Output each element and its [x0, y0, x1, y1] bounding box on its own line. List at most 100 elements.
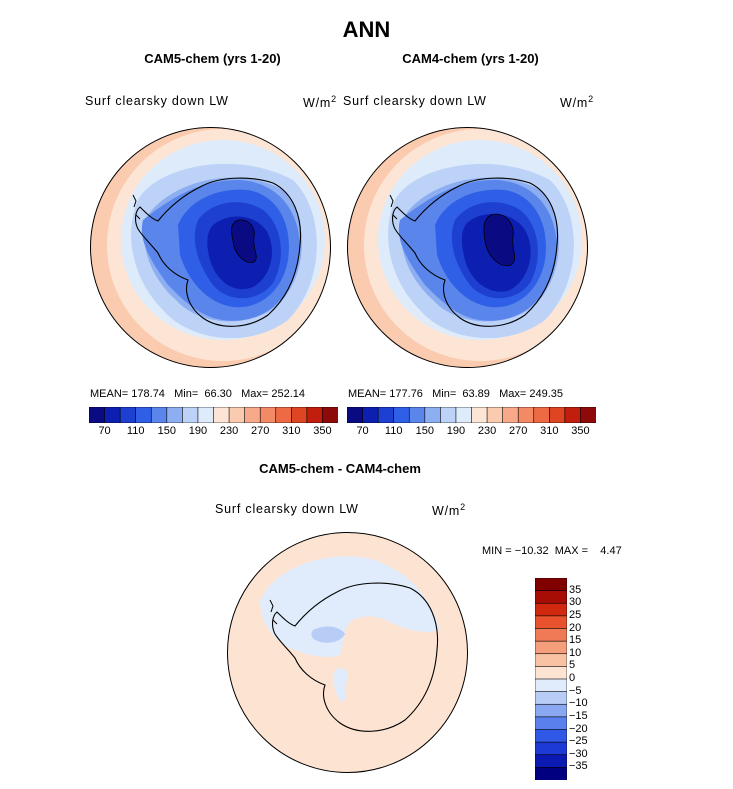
panel-2-colorbar-swatch	[517, 407, 535, 423]
panel-2-colorbar-swatch	[471, 407, 488, 423]
panel-1-colorbar-tick-label: 190	[188, 425, 208, 437]
panel-1-colorbar-swatch	[197, 407, 215, 423]
diff-colorbar-tick-label: −5	[569, 684, 582, 697]
diff-units-label: W/m2	[432, 502, 466, 519]
panel-1-max: 252.14	[271, 388, 306, 400]
diff-colorbar-tick-label: 5	[569, 659, 576, 672]
panel-1-field-70	[231, 219, 257, 263]
diff-colorbar	[535, 578, 567, 780]
diff-colorbar-tick-label: 20	[569, 621, 582, 634]
diff-colorbar-swatch	[535, 653, 567, 667]
panel-1-colorbar-tick-label: 270	[251, 425, 270, 437]
panel-1-colorbar-swatch	[275, 407, 292, 423]
diff-coastline	[272, 582, 439, 732]
panel-1-colorbar-swatch	[322, 407, 338, 423]
panel-2-colorbar-swatch	[549, 407, 566, 423]
panel-1-colorbar-tick-label: 310	[282, 425, 301, 437]
panel-2-map	[347, 127, 588, 368]
diff-colorbar-tick-label: 15	[569, 634, 582, 647]
diff-field-neg5-0-east	[389, 604, 435, 624]
diff-peninsula-islands	[269, 599, 278, 625]
diff-colorbar-ticks: 35 30 25 20 15 10 5 0 −5 −10 −15 −20 −25 −30 −35	[569, 578, 609, 780]
diff-colorbar-swatch	[535, 578, 567, 592]
diff-colorbar-tick-label: 0	[569, 672, 576, 684]
diff-map-border	[227, 532, 468, 773]
panel-2-colorbar-swatch	[362, 407, 379, 423]
panel-2-colorbar-swatch	[502, 407, 519, 423]
diff-colorbar-tick-label: −25	[569, 735, 588, 748]
diff-colorbar-swatch	[535, 703, 567, 718]
panel-1-min: 66.30	[204, 388, 232, 400]
figure-title: ANN	[342, 17, 391, 42]
diff-colorbar-tick-label: −20	[569, 722, 588, 735]
panel-2-colorbar-swatch	[580, 407, 596, 423]
diff-colorbar-tick-label: −10	[569, 697, 588, 710]
panel-2-colorbar-swatch	[377, 407, 395, 423]
panel-1-variable-label: Surf clearsky down LW	[85, 94, 229, 108]
diff-colorbar-swatch	[535, 602, 567, 617]
panel-2-colorbar	[347, 407, 596, 423]
panel-2-stats: MEAN= 177.76 Min= 63.89 Max= 249.35	[348, 388, 564, 400]
panel-1-colorbar-swatch	[104, 407, 121, 423]
diff-colorbar-swatch	[535, 628, 567, 642]
panel-2-colorbar-tick-label: 110	[384, 425, 403, 437]
diff-colorbar-tick-label: −30	[569, 747, 588, 760]
panel-2-colorbar-tick-label: 350	[571, 425, 590, 437]
panel-2-colorbar-swatch	[347, 407, 364, 423]
panel-2-max: 249.35	[529, 388, 564, 400]
panel-1-colorbar-tick-label: 230	[219, 425, 239, 437]
panel-1-colorbar-ticks: 70 110 150 190 230 270 310 350	[89, 425, 338, 439]
panel-1-colorbar-swatch	[291, 407, 308, 423]
panel-1-colorbar-tick-label: 350	[313, 425, 332, 437]
panel-1-colorbar-swatch	[259, 407, 277, 423]
panel-1-map-border	[90, 127, 331, 368]
panel-2-colorbar-swatch	[533, 407, 550, 423]
panel-1-colorbar-tick-label: 110	[126, 425, 145, 437]
diff-variable-label: Surf clearsky down LW	[215, 502, 359, 516]
diff-colorbar-tick-label: −35	[569, 760, 588, 773]
diff-colorbar-tick-label: 35	[569, 583, 582, 596]
diff-colorbar-swatch	[535, 666, 567, 680]
panel-1-units-label: W/m2	[303, 94, 337, 111]
panel-1-title: CAM5-chem (yrs 1-20)	[144, 51, 281, 66]
panel-2-colorbar-tick-label: 70	[356, 425, 369, 437]
diff-colorbar-tick-label: 10	[569, 646, 582, 659]
diff-colorbar-swatch	[535, 729, 567, 743]
panel-2-colorbar-swatch	[455, 407, 473, 423]
panel-1-peninsula-islands	[132, 194, 141, 220]
panel-1-colorbar-swatch	[306, 407, 324, 423]
panel-2-units-label: W/m2	[560, 94, 594, 111]
panel-1-colorbar-swatch	[182, 407, 199, 423]
panel-1-colorbar-swatch	[150, 407, 168, 423]
panel-1-colorbar-swatch	[135, 407, 152, 423]
diff-panel-title: CAM5-chem - CAM4-chem	[259, 461, 421, 476]
diff-colorbar-tick-label: 25	[569, 608, 582, 621]
panel-2-min: 63.89	[462, 388, 490, 400]
panel-2-colorbar-swatch	[408, 407, 426, 423]
diff-colorbar-tick-label: 30	[569, 596, 582, 609]
panel-2-colorbar-swatch	[440, 407, 457, 423]
panel-2-colorbar-tick-label: 150	[415, 425, 434, 437]
diff-colorbar-tick-label: −15	[569, 709, 588, 722]
panel-2-colorbar-swatch	[393, 407, 410, 423]
panel-2-coastline	[392, 177, 559, 327]
diff-colorbar-swatch	[535, 691, 567, 705]
panel-2-colorbar-tick-label: 270	[509, 425, 528, 437]
panel-2-colorbar-swatch	[424, 407, 441, 423]
panel-2-colorbar-tick-label: 190	[446, 425, 466, 437]
panel-1-mean: 178.74	[131, 388, 165, 400]
panel-1-colorbar	[89, 407, 338, 423]
panel-2-colorbar-tick-label: 310	[540, 425, 559, 437]
panel-2-mean: 177.76	[389, 388, 423, 400]
panel-1-colorbar-swatch	[119, 407, 137, 423]
panel-2-title: CAM4-chem (yrs 1-20)	[402, 51, 539, 66]
panel-1-stats: MEAN= 178.74 Min= 66.30 Max= 252.14	[90, 388, 306, 400]
panel-1-colorbar-swatch	[166, 407, 183, 423]
diff-map	[227, 532, 468, 773]
panel-1-colorbar-tick-label: 150	[157, 425, 176, 437]
panel-2-peninsula-islands	[389, 194, 398, 220]
diff-colorbar-swatch	[535, 754, 567, 768]
panel-1-colorbar-swatch	[89, 407, 106, 423]
panel-1-colorbar-swatch	[213, 407, 230, 423]
panel-1-colorbar-swatch	[228, 407, 246, 423]
